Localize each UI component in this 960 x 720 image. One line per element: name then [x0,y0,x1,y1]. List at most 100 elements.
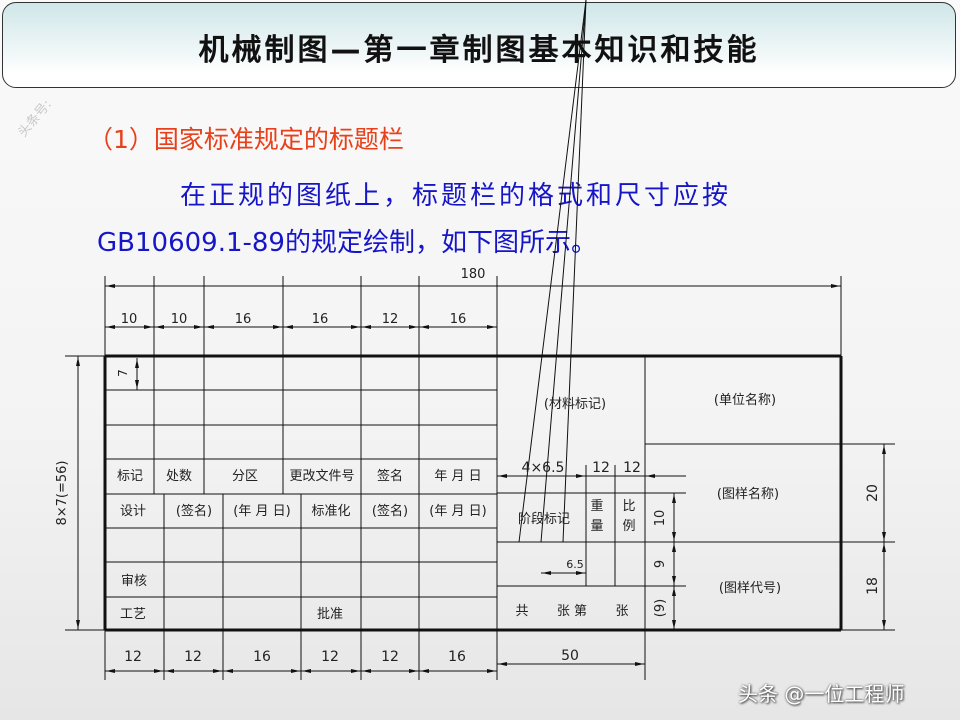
arrowhead [672,620,676,629]
arrowhead [291,669,300,673]
dim-top: 12 [382,312,399,327]
dim-top: 16 [312,312,329,327]
dim-far-right: 20 [865,484,881,502]
arrowhead [284,325,293,329]
slide-title: 机械制图—第一章制图基本知识和技能 [198,33,760,68]
sheets-label: 张 第 [557,604,587,619]
arrowhead [672,587,676,596]
dim-bottom: 12 [124,649,142,665]
arrowhead [498,662,507,666]
arrowhead [672,576,676,585]
approve-label: 批准 [317,607,343,622]
revision-header: 更改文件号 [289,469,354,484]
dim-top: 10 [171,312,188,327]
arrowhead [106,669,115,673]
arrowhead [351,325,360,329]
unit-name: (单位名称) [714,392,776,408]
revision-header: 分区 [232,469,258,484]
dim-mid: 12 [592,460,610,476]
arrowhead [882,543,886,552]
arrowhead [213,669,222,673]
arrowhead [635,662,644,666]
revision-header: 标记 [117,469,143,484]
dim-row: 7 [116,369,130,377]
arrowhead [420,669,429,673]
drawing-line [518,0,587,543]
arrowhead [224,669,233,673]
arrowhead [672,543,676,552]
signature-header: (签名) [372,503,408,519]
arrowhead [154,669,163,673]
arrowhead [882,620,886,629]
footer-watermark: 头条 @一位工程师 [738,682,905,706]
arrowhead [135,380,139,389]
signature-header: 标准化 [311,504,350,519]
scale-label: 比例 [622,499,635,534]
dim-top: 10 [121,312,138,327]
dim-right: 10 [653,510,668,527]
dim-bottom: 12 [184,649,202,665]
drawing-name: (图样名称) [717,486,779,502]
dim-top: 16 [235,312,252,327]
arrowhead [882,532,886,541]
dim-bottom: 12 [381,649,399,665]
dim-bottom: 12 [321,649,339,665]
arrowhead [672,532,676,541]
arrowhead [882,445,886,454]
dim-mid: 4×6.5 [522,460,565,476]
arrowhead [487,325,496,329]
drawing-line [540,0,587,543]
arrowhead [362,669,371,673]
subheading: （1）国家标准规定的标题栏 [88,125,404,154]
dim-bottom: 16 [448,649,466,665]
arrowhead [498,474,507,478]
dim-top: 16 [450,312,467,327]
signature-header: (签名) [176,503,212,519]
arrowhead [362,325,371,329]
sheets-label: 共 [515,604,528,619]
process-label: 工艺 [120,607,146,622]
dim-small: 6.5 [566,558,584,571]
weight-label: 重量 [590,498,603,534]
dim-mid: 12 [623,460,641,476]
drawing-code: (图样代号) [719,581,781,596]
arrowhead [76,357,80,366]
stage-label: 阶段标记 [518,512,570,527]
sheets-label: 张 [615,604,628,619]
dim-far-right: 18 [865,577,881,595]
arrowhead [831,284,840,288]
arrowhead [165,669,174,673]
slide-header: 机械制图—第一章制图基本知识和技能 [2,2,956,88]
arrowhead [576,571,585,575]
review-label: 审核 [121,574,147,589]
arrowhead [155,325,164,329]
dim-right: 9 [653,560,668,568]
signature-header: (年 月 日) [233,504,290,519]
paragraph-line-1: 在正规的图纸上，标题栏的格式和尺寸应按 [180,181,732,211]
paragraph-line-2: GB10609.1-89的规定绘制，如下图所示。 [97,228,597,258]
arrowhead [409,669,418,673]
signature-header: (年 月 日) [429,504,486,519]
signature-header: 设计 [120,504,146,519]
dim-right: (9) [653,599,668,617]
arrowhead [194,325,203,329]
arrowhead [646,474,655,478]
drawing-line [562,0,587,543]
material-label: (材料标记) [544,397,606,412]
revision-header: 处数 [166,469,192,484]
arrowhead [351,669,360,673]
arrowhead [302,669,311,673]
arrowhead [106,284,115,288]
dim-bottom: 16 [253,649,271,665]
arrowhead [542,571,551,575]
arrowhead [420,325,429,329]
arrowhead [273,325,282,329]
arrowhead [672,494,676,503]
arrowhead [487,669,496,673]
revision-header: 年 月 日 [434,469,481,484]
arrowhead [135,359,139,368]
arrowhead [409,325,418,329]
arrowhead [205,325,214,329]
arrowhead [76,620,80,629]
